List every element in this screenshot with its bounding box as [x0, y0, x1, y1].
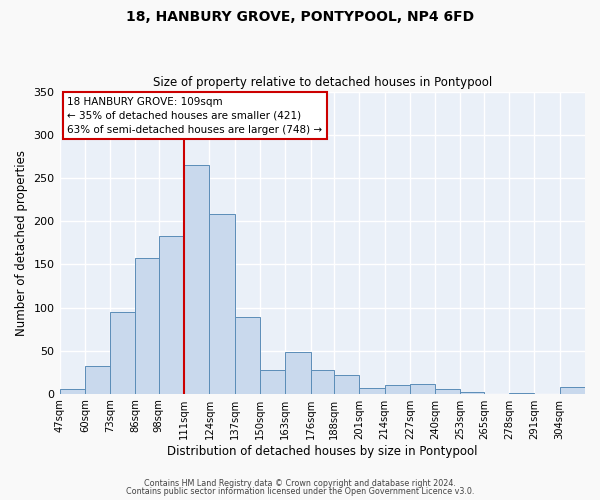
Bar — [110, 312, 136, 394]
Bar — [260, 370, 285, 394]
X-axis label: Distribution of detached houses by size in Pontypool: Distribution of detached houses by size … — [167, 444, 478, 458]
Bar — [184, 166, 209, 394]
Bar — [285, 352, 311, 394]
Bar — [311, 370, 334, 394]
Bar — [410, 384, 435, 394]
Text: 18 HANBURY GROVE: 109sqm
← 35% of detached houses are smaller (421)
63% of semi-: 18 HANBURY GROVE: 109sqm ← 35% of detach… — [67, 96, 323, 134]
Text: 18, HANBURY GROVE, PONTYPOOL, NP4 6FD: 18, HANBURY GROVE, PONTYPOOL, NP4 6FD — [126, 10, 474, 24]
Bar — [385, 385, 410, 394]
Bar — [136, 258, 159, 394]
Bar — [235, 317, 260, 394]
Bar — [85, 366, 110, 394]
Title: Size of property relative to detached houses in Pontypool: Size of property relative to detached ho… — [152, 76, 492, 90]
Bar — [334, 374, 359, 394]
Y-axis label: Number of detached properties: Number of detached properties — [15, 150, 28, 336]
Bar — [435, 390, 460, 394]
Bar — [460, 392, 484, 394]
Bar — [209, 214, 235, 394]
Bar — [560, 387, 585, 394]
Bar — [359, 388, 385, 394]
Bar — [509, 393, 535, 394]
Bar — [159, 236, 184, 394]
Text: Contains HM Land Registry data © Crown copyright and database right 2024.: Contains HM Land Registry data © Crown c… — [144, 478, 456, 488]
Bar — [59, 388, 85, 394]
Text: Contains public sector information licensed under the Open Government Licence v3: Contains public sector information licen… — [126, 487, 474, 496]
